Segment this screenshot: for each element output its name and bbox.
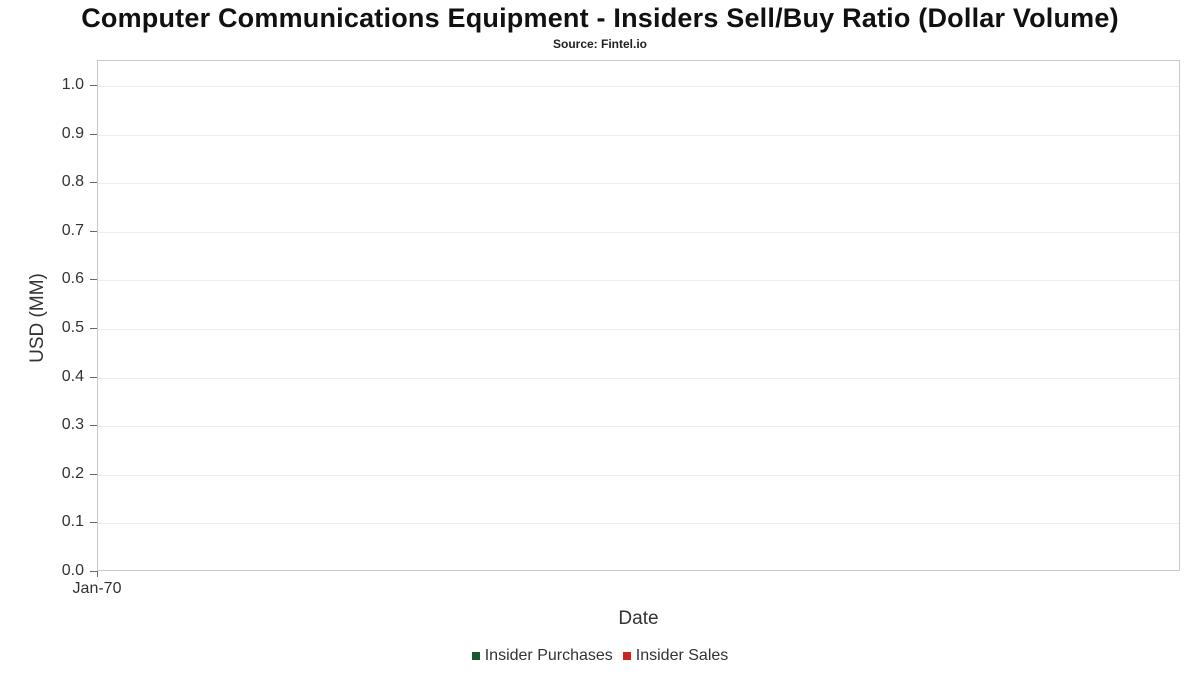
y-tick-mark: [90, 473, 97, 475]
gridline: [98, 329, 1179, 330]
gridline: [98, 377, 1179, 379]
y-tick-label: 1.0: [61, 76, 84, 93]
y-tick-mark: [90, 328, 97, 329]
gridline: [98, 280, 1179, 282]
y-tick-label: 0.2: [61, 464, 84, 482]
y-tick-label: 0.4: [61, 367, 84, 385]
chart-title: Computer Communications Equipment - Insi…: [81, 3, 1119, 33]
y-tick-label: 0.3: [61, 416, 84, 434]
y-tick-mark: [90, 522, 97, 524]
gridline: [98, 86, 1179, 87]
gridline: [98, 426, 1179, 428]
legend-label: Insider Purchases: [484, 647, 613, 664]
chart-subtitle: Source: Fintel.io: [552, 37, 647, 51]
y-tick-mark: [90, 279, 97, 281]
legend-item: Insider Purchases: [471, 647, 613, 665]
y-tick-mark: [90, 425, 97, 427]
x-tick-label: Jan-70: [72, 580, 122, 597]
y-tick-mark: [90, 85, 97, 86]
legend-item: Insider Sales: [622, 647, 729, 665]
x-tick-mark: [97, 571, 98, 577]
y-tick-mark: [90, 230, 97, 232]
y-tick-label: 0.8: [61, 173, 84, 191]
y-tick-mark: [90, 182, 97, 184]
gridline: [98, 134, 1179, 136]
gridline: [98, 231, 1179, 233]
y-tick-label: 0.7: [61, 221, 84, 239]
x-axis-label: Date: [618, 608, 659, 629]
legend-swatch-icon: [622, 652, 631, 660]
y-tick-label: 0.0: [61, 562, 84, 579]
y-tick-label: 0.9: [61, 124, 84, 142]
plot-area: [97, 60, 1180, 571]
y-tick-mark: [90, 376, 97, 378]
y-tick-label: 0.5: [61, 319, 84, 336]
y-tick-mark: [90, 133, 97, 135]
y-tick-label: 0.6: [61, 270, 84, 288]
legend: Insider Purchases Insider Sales: [0, 647, 1200, 665]
legend-swatch-icon: [471, 652, 480, 660]
legend-label: Insider Sales: [635, 647, 729, 664]
gridline: [98, 183, 1179, 185]
y-tick-mark: [90, 571, 97, 572]
gridline: [98, 474, 1179, 476]
y-tick-label: 0.1: [61, 513, 84, 531]
gridline: [98, 523, 1179, 525]
